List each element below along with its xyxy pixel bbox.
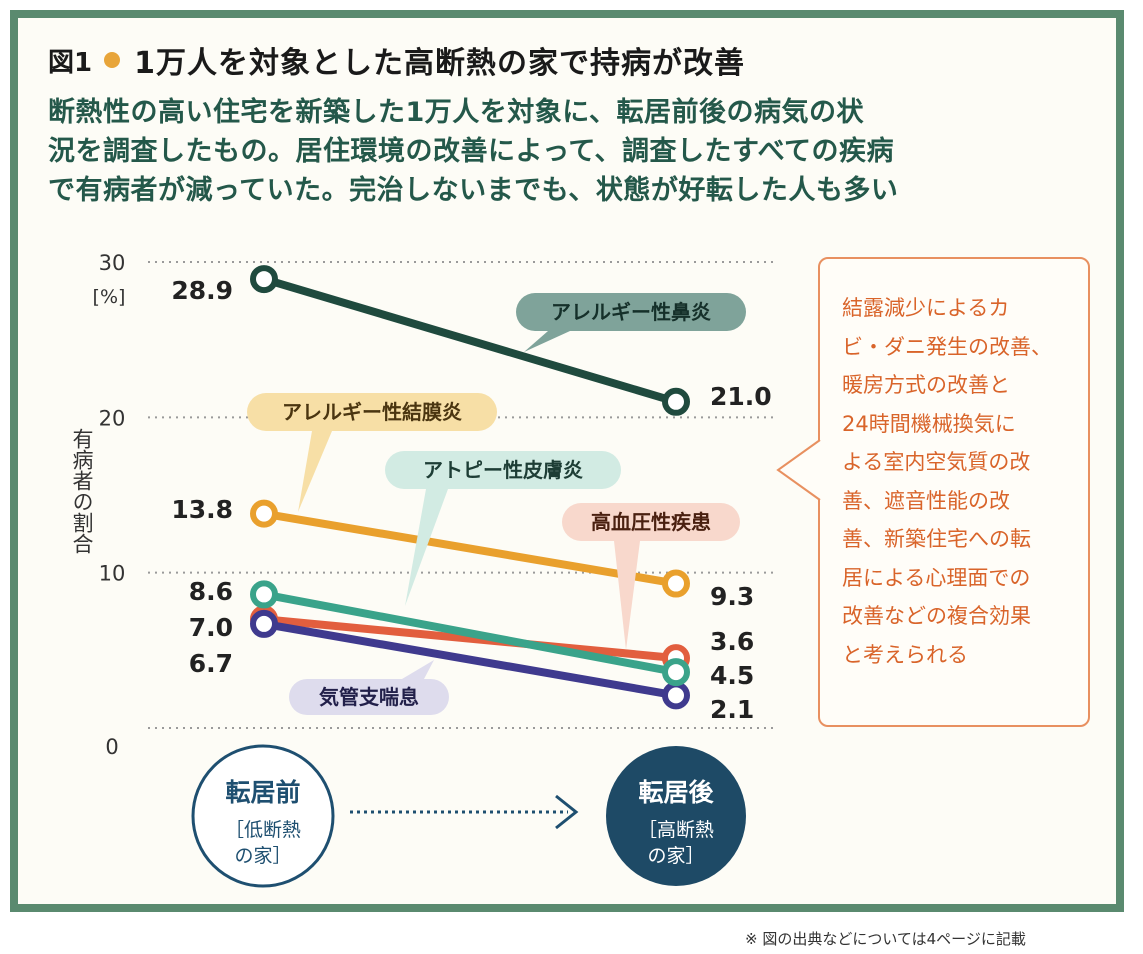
data-label: 7.0	[189, 613, 233, 642]
description-line: 断熱性の高い住宅を新築した1万人を対象に、転居前後の病気の状	[48, 97, 864, 128]
series-line	[260, 590, 680, 677]
series-name-label: アレルギー性鼻炎	[551, 300, 711, 324]
y-tick-label: 20	[99, 406, 126, 430]
series-line	[260, 275, 680, 406]
title-text: 1万人を対象とした高断熱の家で持病が改善	[134, 46, 745, 81]
figure-title: 図1 1万人を対象とした高断熱の家で持病が改善	[48, 38, 745, 82]
data-label: 9.3	[710, 582, 754, 611]
data-label: 3.6	[710, 627, 754, 656]
data-point	[250, 609, 278, 638]
series-name-label: アトピー性皮膚炎	[423, 458, 583, 482]
x-category-sublabel: の家］	[647, 845, 704, 867]
figure-description: 断熱性の高い住宅を新築した1万人を対象に、転居前後の病気の状 況を調査したもの。…	[48, 93, 1108, 210]
data-point	[250, 265, 278, 294]
series-line	[260, 509, 680, 588]
note-line: 善、遮音性能の改	[842, 488, 1010, 513]
description-line: 況を調査したもの。居住環境の改善によって、調査したすべての疾病	[48, 136, 895, 167]
x-category-label: 転居後	[638, 778, 714, 807]
data-label: 4.5	[710, 661, 754, 690]
explanation-callout: 結露減少によるカ ビ・ダニ発生の改善、 暖房方式の改善と 24時間機械換気に よ…	[818, 257, 1090, 727]
data-label: 8.6	[189, 577, 233, 606]
data-labels: 28.9 21.0 13.8 9.3 8.6 3.6 7.0 4.5 6.7 2.1	[171, 276, 771, 724]
note-line: よる室内空気質の改	[842, 450, 1031, 474]
category-before-circle	[191, 744, 335, 888]
y-tick-label: 10	[99, 562, 126, 586]
series-line	[260, 615, 680, 663]
data-point	[250, 580, 278, 609]
note-line: 善、新築住宅への転	[842, 527, 1031, 551]
data-label: 2.1	[710, 695, 754, 724]
series-name-bubble	[516, 293, 746, 331]
callout-tail	[298, 431, 332, 512]
y-tick-label: 30	[99, 251, 126, 275]
x-category-label: 転居前	[225, 778, 300, 807]
series-lines	[250, 265, 690, 710]
x-category-sublabel: ［低断熱	[225, 819, 301, 841]
y-axis: [%] 0 10 20 30	[93, 251, 126, 759]
x-category-sublabel: ［高断熱	[638, 819, 714, 841]
callout-tail	[405, 489, 448, 606]
note-line: と考えられる	[842, 642, 968, 667]
callout-tail	[614, 541, 640, 650]
data-point	[662, 569, 690, 598]
note-line: 24時間機械換気に	[842, 411, 1016, 436]
series-name-label: 高血圧性疾患	[591, 510, 711, 534]
note-line: 結露減少によるカ	[842, 296, 1010, 320]
y-axis-unit: [%]	[93, 286, 126, 308]
data-label: 21.0	[710, 382, 772, 411]
y-tick-label: 0	[105, 735, 118, 759]
series-name-bubble	[385, 451, 621, 489]
data-label: 6.7	[189, 649, 233, 678]
note-line: 改善などの複合効果	[842, 604, 1031, 628]
note-line: 居による心理面での	[842, 565, 1031, 590]
category-after-circle	[606, 746, 746, 886]
callout-tail	[402, 660, 434, 679]
data-label: 28.9	[171, 276, 233, 305]
series-name-bubble	[562, 503, 740, 541]
description-line: で有病者が減っていた。完治しないまでも、状態が好転した人も多い	[48, 175, 899, 206]
x-category-sublabel: の家］	[234, 845, 291, 867]
series-name-label: 気管支喘息	[319, 685, 419, 709]
note-line: ビ・ダニ発生の改善、	[842, 334, 1052, 359]
data-label: 13.8	[171, 495, 233, 524]
data-point	[662, 387, 690, 416]
series-line	[260, 619, 680, 700]
data-point	[250, 499, 278, 528]
arrow-right-icon	[555, 794, 579, 830]
series-name-bubble	[289, 679, 449, 715]
series-name-label: アレルギー性結膜炎	[282, 400, 462, 424]
footnote: ※ 図の出典などについては4ページに記載	[745, 930, 1026, 948]
series-name-bubble	[247, 393, 497, 431]
note-line: 暖房方式の改善と	[842, 373, 1010, 397]
y-axis-title: 有病者の割合	[70, 428, 94, 554]
data-point	[662, 681, 690, 710]
callout-tail	[524, 331, 570, 352]
figure-number: 図1	[48, 47, 93, 78]
title-bullet-icon	[104, 52, 121, 68]
data-point	[662, 658, 690, 687]
